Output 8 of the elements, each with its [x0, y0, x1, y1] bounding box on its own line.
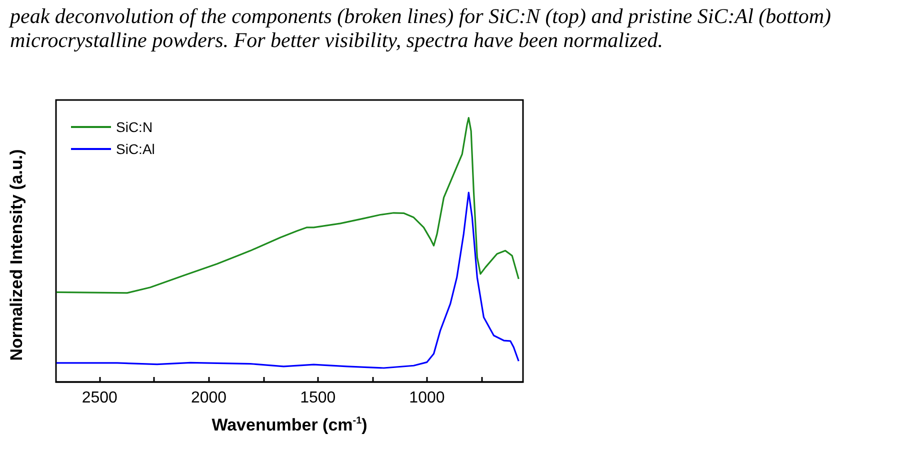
y-axis-title: Normalized Intensity (a.u.): [7, 149, 26, 361]
legend-label: SiC:N: [116, 119, 153, 135]
x-tick-label: 1500: [300, 390, 336, 406]
text: peak deconvolution of the components (broken lines) for SiC:N (top) and pristine SiC:Al (bottom) microcrystalline powders. For better visibility, spectra have been normalized.: [10, 4, 832, 52]
x-tick-label: 2000: [190, 390, 227, 406]
x-tick-label: 1000: [409, 390, 445, 406]
legend-label: SiC:Al: [116, 141, 155, 157]
x-tick-label: 2500: [82, 390, 118, 406]
